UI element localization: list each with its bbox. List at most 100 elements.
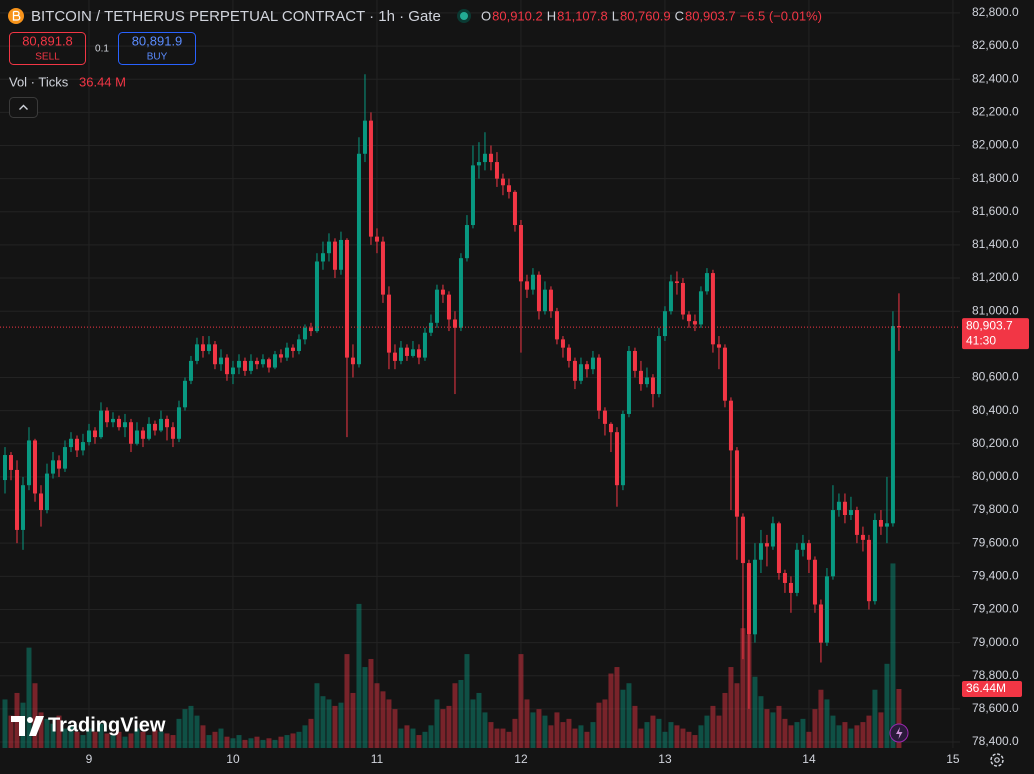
- candle-body: [524, 281, 529, 290]
- candle-body: [668, 281, 673, 312]
- candle-body: [344, 239, 349, 358]
- volume-bar: [74, 731, 80, 748]
- candle-body: [290, 347, 295, 351]
- candle-body: [176, 407, 181, 439]
- candle-body: [62, 447, 67, 469]
- volume-bar: [626, 683, 632, 748]
- candle-body: [104, 410, 109, 423]
- y-tick-label: 80,600.0: [972, 370, 1019, 384]
- settings-button[interactable]: [990, 753, 1004, 767]
- candle-body: [548, 289, 553, 312]
- logo-mark: [11, 716, 25, 736]
- candle-body: [686, 314, 691, 322]
- candle-body: [314, 261, 319, 332]
- candle-body: [716, 344, 721, 348]
- candle-body: [530, 274, 535, 290]
- candle-body: [482, 153, 487, 163]
- volume-bar: [200, 725, 206, 748]
- volume-bar: [278, 736, 284, 748]
- x-tick-label: 10: [226, 752, 240, 766]
- y-tick-label: 81,200.0: [972, 270, 1019, 284]
- y-tick-label: 79,200.0: [972, 602, 1019, 616]
- volume-bar: [584, 731, 590, 748]
- volume-bar: [374, 683, 380, 748]
- volume-bar: [158, 731, 164, 748]
- y-tick-label: 78,800.0: [972, 668, 1019, 682]
- volume-bar: [344, 654, 350, 748]
- y-tick-label: 79,600.0: [972, 535, 1019, 549]
- candle-body: [698, 291, 703, 325]
- candle-body: [362, 120, 367, 154]
- candle-body: [212, 344, 217, 365]
- candle-body: [332, 241, 337, 270]
- volume-bar: [296, 731, 302, 748]
- candle-body: [878, 519, 883, 527]
- volume-bar: [194, 715, 200, 748]
- candle-body: [854, 510, 859, 535]
- y-tick-label: 80,200.0: [972, 436, 1019, 450]
- candle-body: [602, 410, 607, 424]
- volume-bar: [380, 691, 386, 748]
- volume-legend-name: Vol · Ticks: [9, 74, 69, 89]
- volume-bar: [554, 712, 560, 748]
- candle-body: [296, 339, 301, 351]
- volume-bar: [440, 709, 446, 748]
- volume-bar: [824, 699, 830, 748]
- volume-bar: [860, 722, 866, 748]
- volume-bar: [266, 738, 272, 748]
- candle-body: [386, 294, 391, 353]
- volume-bar: [80, 735, 86, 748]
- candle-body: [656, 336, 661, 395]
- volume-bar: [560, 722, 566, 748]
- volume-bar: [842, 722, 848, 748]
- ohlc-key: H: [547, 8, 556, 23]
- candle-body: [764, 543, 769, 547]
- volume-bar: [686, 731, 692, 748]
- y-tick-label: 78,400.0: [972, 734, 1019, 748]
- ohlc-value: 80,910.2: [492, 8, 543, 23]
- candle-body: [800, 543, 805, 550]
- grid: 78,400.0 78,600.0 78,800.0 79,000.0 79,200.0…: [0, 0, 1019, 766]
- coin-glyph: [12, 10, 21, 21]
- volume-bar: [590, 722, 596, 748]
- buy-button[interactable]: [118, 32, 196, 65]
- volume-bar: [608, 673, 614, 748]
- candle-body: [308, 327, 313, 332]
- candle-body: [812, 559, 817, 605]
- volume-bar: [230, 738, 236, 748]
- volume-bar: [644, 722, 650, 748]
- candle-body: [134, 430, 139, 444]
- volume-bar: [164, 733, 170, 748]
- volume-bar: [764, 709, 770, 748]
- volume-bar: [146, 735, 152, 748]
- volume-bar: [818, 689, 824, 748]
- candle-body: [788, 582, 793, 593]
- volume-bar: [488, 722, 494, 748]
- candle-body: [512, 191, 517, 226]
- candle-body: [692, 321, 697, 325]
- candle-body: [806, 543, 811, 560]
- volume-bar: [218, 728, 224, 748]
- candle-body: [494, 162, 499, 179]
- candle-body: [368, 120, 373, 237]
- volume-bar: [452, 683, 458, 748]
- volume-bar: [548, 725, 554, 748]
- candle-body: [458, 258, 463, 328]
- volume-bar: [326, 699, 332, 748]
- sell-button[interactable]: [9, 32, 86, 65]
- x-tick-label: 13: [658, 752, 672, 766]
- volume-bar: [710, 705, 716, 748]
- logo-slash: [29, 716, 44, 736]
- candle-body: [236, 360, 241, 368]
- candle-body: [728, 400, 733, 451]
- candle-body: [614, 432, 619, 486]
- volume-bar: [386, 699, 392, 748]
- candle-body: [554, 311, 559, 340]
- candle-body: [542, 289, 547, 312]
- volume-bar: [854, 725, 860, 748]
- collapse-button[interactable]: [9, 97, 38, 118]
- volume-bar: [92, 731, 98, 748]
- volume-bar: [254, 736, 260, 748]
- candle-body: [596, 357, 601, 411]
- candle-body: [836, 501, 841, 511]
